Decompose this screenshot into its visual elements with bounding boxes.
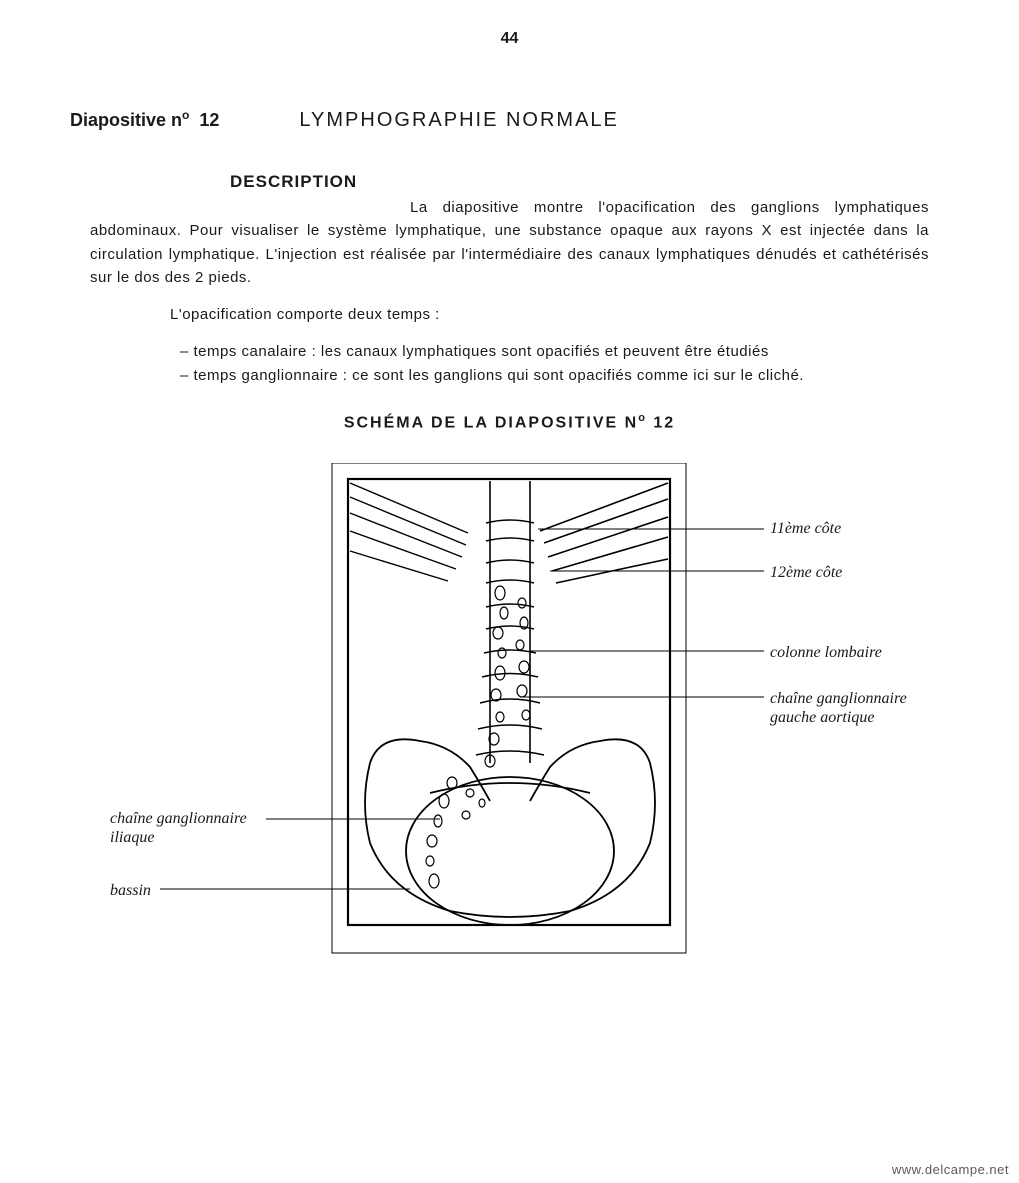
schema-title-num: 12: [653, 415, 675, 432]
bullet-2: – temps ganglionnaire : ce sont les gang…: [180, 364, 949, 388]
diapo-num: 12: [199, 110, 219, 130]
bullet-1: – temps canalaire : les canaux lymphatiq…: [180, 340, 949, 364]
description-heading: DESCRIPTION: [230, 172, 949, 192]
diagram: 11ème côte 12ème côte colonne lombaire c…: [70, 463, 950, 983]
schema-title-sup: o: [638, 412, 647, 424]
label-bassin: bassin: [110, 881, 151, 900]
header-row: Diapositive no 12 LYMPHOGRAPHIE NORMALE: [70, 108, 949, 132]
diapo-label: Diapositive no 12: [70, 108, 219, 131]
page-title: LYMPHOGRAPHIE NORMALE: [299, 109, 618, 132]
schema-title: SCHÉMA DE LA DIAPOSITIVE No 12: [70, 412, 949, 432]
diapo-prefix: Diapositive n: [70, 110, 182, 130]
description-para-2: L'opacification comporte deux temps :: [90, 303, 929, 326]
watermark: www.delcampe.net: [892, 1162, 1009, 1177]
page-number: 44: [70, 30, 949, 48]
label-chaine-aortique: chaîne ganglionnaire gauche aortique: [770, 689, 907, 727]
diapo-sup: o: [182, 108, 189, 122]
label-12eme-cote: 12ème côte: [770, 563, 842, 582]
label-colonne-lombaire: colonne lombaire: [770, 643, 882, 662]
label-chaine-iliaque: chaîne ganglionnaire iliaque: [110, 809, 247, 847]
description-para-1: La diapositive montre l'opacification de…: [90, 196, 929, 289]
label-11eme-cote: 11ème côte: [770, 519, 841, 538]
schema-title-prefix: SCHÉMA DE LA DIAPOSITIVE N: [344, 415, 638, 432]
page: 44 Diapositive no 12 LYMPHOGRAPHIE NORMA…: [0, 0, 1019, 1183]
